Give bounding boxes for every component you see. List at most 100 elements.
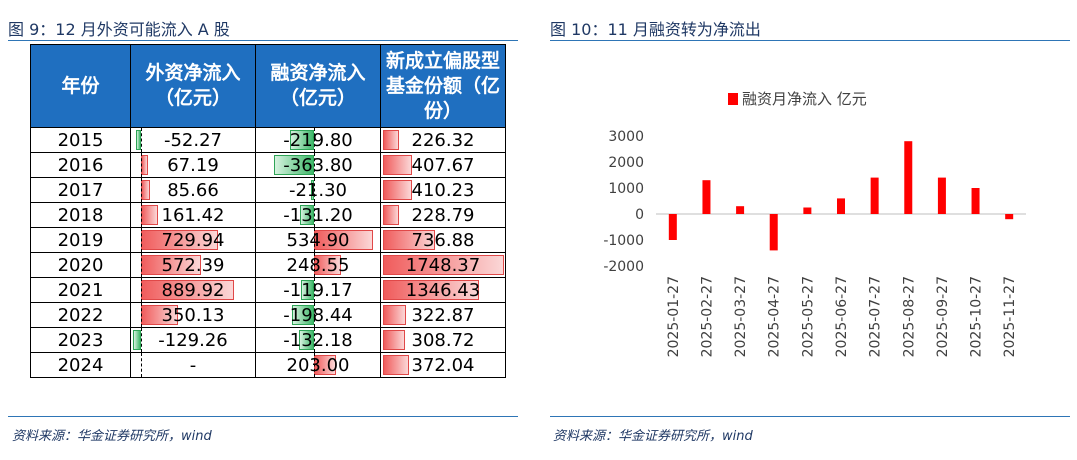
data-bar-fund — [383, 205, 400, 225]
table-row: 2015 -52.27 -219.80 226.32 — [30, 127, 506, 153]
x-tick-label: 2025-06-27 — [834, 276, 850, 357]
table-row: 2018 161.42 -131.20 228.79 — [30, 202, 506, 228]
data-bar-axis — [314, 328, 315, 352]
x-tick-label: 2025-02-27 — [699, 276, 715, 357]
y-tick-label: 0 — [635, 207, 644, 223]
cell-value: 572.39 — [161, 254, 225, 276]
y-tick-label: 1000 — [608, 181, 644, 197]
data-bar-axis — [141, 303, 142, 327]
cell-fund: 308.72 — [380, 327, 506, 353]
cell-value: - — [189, 354, 197, 376]
table-row: 2016 67.19 -363.80 407.67 — [30, 152, 506, 178]
data-bar-axis — [314, 278, 315, 302]
bar-2025-05-27 — [803, 207, 812, 214]
legend-label: 融资月净流入 亿元 — [742, 90, 867, 108]
data-bar-fund — [383, 305, 406, 325]
cell-year: 2019 — [30, 227, 131, 253]
cell-value: 350.13 — [161, 304, 225, 326]
bar-2025-06-27 — [837, 198, 845, 214]
cell-value: -129.26 — [158, 329, 228, 351]
cell-value: -363.80 — [283, 154, 353, 176]
y-tick-label: 2000 — [608, 155, 644, 171]
data-bar-margin — [289, 130, 314, 150]
data-bar-axis — [141, 353, 142, 377]
x-tick-label: 2025-03-27 — [733, 276, 749, 357]
data-bar-axis — [314, 178, 315, 202]
y-tick-label: -2000 — [603, 259, 644, 275]
data-bar-axis — [141, 178, 142, 202]
data-bar-axis — [314, 153, 315, 177]
cell-value: -198.44 — [283, 304, 353, 326]
header-year: 年份 — [30, 44, 131, 128]
cell-value: 228.79 — [411, 204, 475, 226]
cell-margin: 203.00 — [255, 352, 381, 378]
cell-fund: 1346.43 — [380, 277, 506, 303]
data-bar-fund — [383, 255, 504, 275]
cell-margin: -119.17 — [255, 277, 381, 303]
cell-value: 67.19 — [167, 154, 219, 176]
cell-foreign: 161.42 — [130, 202, 256, 228]
cell-value: 308.72 — [411, 329, 475, 351]
bar-2025-04-27 — [769, 214, 778, 251]
data-bar-axis — [314, 353, 315, 377]
bar-2025-07-27 — [870, 177, 879, 214]
header-margin: 融资净流入（亿元） — [255, 44, 381, 128]
right-source-rule — [550, 416, 1070, 417]
x-tick-label: 2025-04-27 — [767, 276, 783, 357]
cell-value: -219.80 — [283, 129, 353, 151]
data-bar-fund — [383, 330, 405, 350]
data-bar-fund — [383, 355, 410, 375]
left-source: 资料来源：华金证券研究所，wind — [12, 429, 212, 444]
cell-value: 410.23 — [411, 179, 475, 201]
data-bar-axis — [141, 153, 142, 177]
cell-foreign: 889.92 — [130, 277, 256, 303]
header-foreign: 外资净流入（亿元） — [130, 44, 256, 128]
cell-year: 2022 — [30, 302, 131, 328]
cell-year: 2024 — [30, 352, 131, 378]
data-bar-axis — [141, 203, 142, 227]
cell-value: 203.00 — [286, 354, 350, 376]
cell-year: 2016 — [30, 152, 131, 178]
data-bar-axis — [314, 203, 315, 227]
cell-year: 2017 — [30, 177, 131, 203]
cell-fund: 228.79 — [380, 202, 506, 228]
cell-margin: -363.80 — [255, 152, 381, 178]
cell-margin: -219.80 — [255, 127, 381, 153]
cell-value: 1748.37 — [405, 254, 481, 276]
cell-fund: 410.23 — [380, 177, 506, 203]
data-bar-fund — [383, 180, 413, 200]
data-bar-axis — [314, 128, 315, 152]
cell-value: -132.18 — [283, 329, 353, 351]
cell-foreign: 729.94 — [130, 227, 256, 253]
data-bar-axis — [141, 328, 142, 352]
cell-foreign: 350.13 — [130, 302, 256, 328]
y-tick-label: -1000 — [603, 233, 644, 249]
cell-margin: -21.30 — [255, 177, 381, 203]
cell-value: 226.32 — [411, 129, 475, 151]
cell-year: 2021 — [30, 277, 131, 303]
table-row: 2023 -129.26 -132.18 308.72 — [30, 327, 506, 353]
cell-year: 2020 — [30, 252, 131, 278]
cell-value: 161.42 — [161, 204, 225, 226]
cell-fund: 736.88 — [380, 227, 506, 253]
right-source: 资料来源：华金证券研究所，wind — [553, 429, 753, 444]
cell-value: 729.94 — [161, 229, 225, 251]
table-row: 2020 572.39 248.55 1748.37 — [30, 252, 506, 278]
left-title-rule — [8, 40, 518, 41]
data-bar-margin — [311, 180, 314, 200]
bar-2025-01-27 — [668, 214, 677, 240]
cell-fund: 226.32 — [380, 127, 506, 153]
data-bar-fund — [383, 280, 479, 300]
header-fund: 新成立偏股型基金份额（亿份） — [380, 44, 506, 128]
cell-fund: 1748.37 — [380, 252, 506, 278]
data-bar-foreign — [133, 330, 141, 350]
x-tick-label: 2025-01-27 — [666, 276, 682, 357]
legend-swatch — [728, 93, 738, 105]
cell-value: 85.66 — [167, 179, 219, 201]
table-body: 2015 -52.27 -219.80 226.32 2016 67.19 -363.80 4… — [30, 127, 506, 378]
cell-foreign: -52.27 — [130, 127, 256, 153]
right-title-rule — [550, 40, 1070, 41]
x-tick-label: 2025-08-27 — [901, 276, 917, 357]
cell-foreign: - — [130, 352, 256, 378]
left-figure-title: 图 9：12 月外资可能流入 A 股 — [8, 20, 230, 39]
